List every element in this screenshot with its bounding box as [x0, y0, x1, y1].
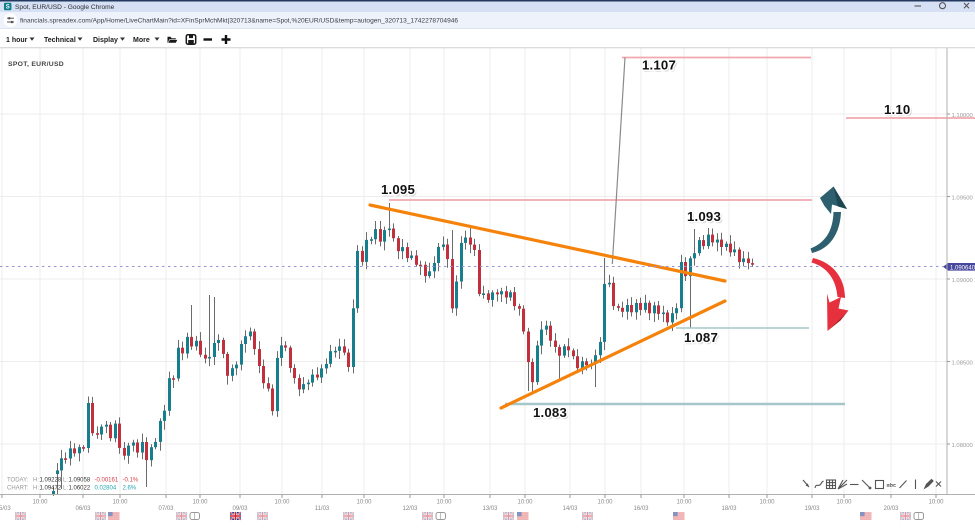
svg-text:1.093: 1.093	[688, 211, 722, 226]
svg-text:1.08000: 1.08000	[952, 443, 974, 449]
svg-text:11/03: 11/03	[315, 506, 330, 512]
svg-text:1.087: 1.087	[685, 332, 719, 347]
svg-text:L:: L:	[63, 486, 68, 492]
svg-text:13/03: 13/03	[482, 506, 498, 512]
svg-text:12/03: 12/03	[402, 506, 418, 512]
svg-text:S: S	[6, 5, 10, 11]
svg-text:1.09058: 1.09058	[69, 478, 91, 484]
svg-text:H:: H:	[33, 478, 39, 484]
svg-text:18/03: 18/03	[721, 506, 737, 512]
svg-text:10:00: 10:00	[517, 500, 533, 506]
svg-text:1.087: 1.087	[684, 330, 718, 345]
svg-text:1.095: 1.095	[381, 182, 415, 197]
svg-text:1.107: 1.107	[642, 58, 676, 73]
svg-text:Display: Display	[93, 37, 118, 44]
svg-text:10:00: 10:00	[274, 500, 290, 506]
svg-text:16/03: 16/03	[633, 506, 649, 512]
svg-text:20/03: 20/03	[883, 506, 899, 512]
svg-text:L:: L:	[63, 478, 68, 484]
svg-text:1.06022: 1.06022	[69, 486, 91, 492]
svg-text:1.09500: 1.09500	[952, 196, 974, 202]
svg-text:1.10000: 1.10000	[952, 113, 974, 119]
svg-text:10:00: 10:00	[759, 500, 775, 506]
svg-text:2.6%: 2.6%	[123, 486, 137, 492]
svg-text:1.10: 1.10	[884, 102, 910, 117]
svg-text:-0.00161: -0.00161	[95, 478, 119, 484]
svg-text:06/03: 06/03	[75, 506, 91, 512]
svg-text:10:00: 10:00	[32, 500, 48, 506]
svg-text:-0.1%: -0.1%	[123, 478, 139, 484]
svg-text:19/03: 19/03	[804, 506, 820, 512]
svg-text:1.10: 1.10	[885, 104, 911, 119]
svg-text:1.095: 1.095	[382, 184, 416, 199]
svg-text:10:00: 10:00	[676, 500, 692, 506]
svg-text:1.08500: 1.08500	[952, 361, 974, 367]
svg-text:1.09472: 1.09472	[40, 486, 62, 492]
svg-text:Spot, EUR/USD - Google Chrome: Spot, EUR/USD - Google Chrome	[15, 4, 115, 11]
svg-text:10:00: 10:00	[928, 500, 944, 506]
svg-text:10:00: 10:00	[192, 500, 208, 506]
svg-text:1 hour: 1 hour	[6, 37, 28, 44]
svg-text:Technical: Technical	[44, 37, 76, 44]
svg-text:SPOT, EUR/USD: SPOT, EUR/USD	[8, 61, 64, 68]
svg-text:CHART:: CHART:	[7, 486, 29, 492]
svg-text:1.083: 1.083	[534, 407, 568, 422]
svg-text:TODAY:: TODAY:	[7, 478, 29, 484]
svg-text:0.02804: 0.02804	[95, 486, 117, 492]
svg-text:5/03: 5/03	[0, 506, 11, 512]
svg-text:09/03: 09/03	[232, 506, 248, 512]
svg-text:H:: H:	[33, 486, 39, 492]
svg-text:10:00: 10:00	[112, 500, 128, 506]
svg-text:1.107: 1.107	[643, 59, 677, 74]
svg-text:07/03: 07/03	[158, 506, 174, 512]
svg-text:10:00: 10:00	[356, 500, 372, 506]
svg-text:abc: abc	[887, 483, 897, 489]
svg-text:1.090640: 1.090640	[950, 265, 975, 271]
svg-text:More: More	[133, 37, 150, 44]
svg-text:10:00: 10:00	[836, 500, 852, 506]
svg-text:10:00: 10:00	[436, 500, 452, 506]
svg-text:1.093: 1.093	[687, 209, 721, 224]
svg-text:1.09000: 1.09000	[952, 278, 974, 284]
svg-text:financials.spreadex.com/App/Ho: financials.spreadex.com/App/Home/LiveCha…	[20, 18, 458, 25]
svg-text:10:00: 10:00	[597, 500, 613, 506]
svg-text:14/03: 14/03	[562, 506, 578, 512]
svg-text:1.083: 1.083	[533, 405, 567, 420]
svg-text:1.09228: 1.09228	[40, 478, 62, 484]
